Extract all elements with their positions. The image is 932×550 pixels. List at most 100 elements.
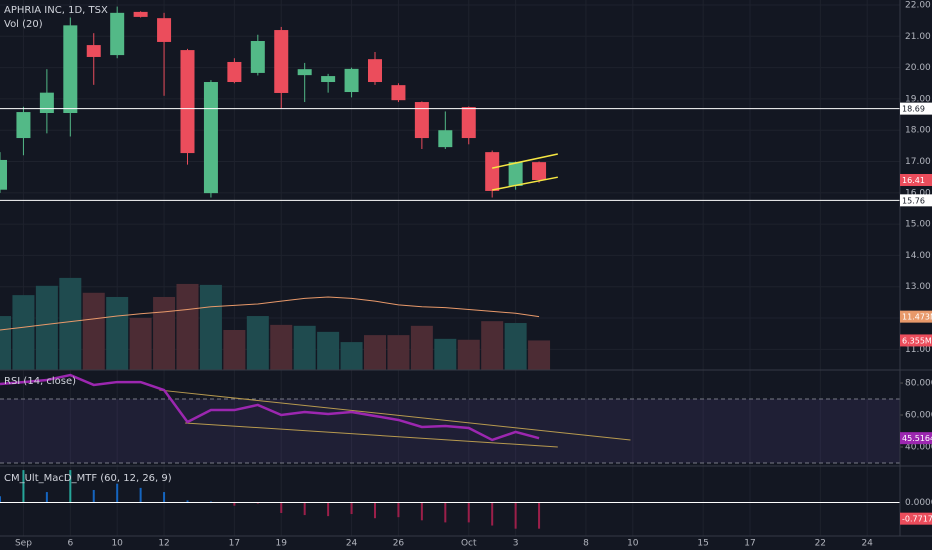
rsi-trendline	[185, 422, 558, 448]
rsi-title: RSI (14, close)	[4, 376, 76, 387]
price-tag	[900, 310, 932, 323]
price-tag	[900, 512, 932, 525]
x-tick-label: 24	[346, 539, 358, 549]
macd-bar	[444, 502, 447, 523]
volume-bar	[481, 321, 504, 370]
volume-bar	[528, 340, 551, 370]
candle-body	[391, 85, 406, 101]
candle-body	[0, 159, 7, 190]
rsi-line	[0, 373, 540, 442]
y-tick-label: 18.00	[905, 126, 931, 136]
y-tick-label: 22.00	[905, 1, 931, 11]
candle-body	[250, 41, 265, 73]
volume-bar	[293, 325, 316, 370]
x-tick-label: Sep	[15, 539, 32, 549]
volume-bar	[340, 342, 363, 370]
price-tag-label: 16.41	[902, 176, 925, 185]
macd-bar	[45, 492, 48, 503]
macd-bar	[163, 492, 166, 503]
macd-bar	[92, 489, 95, 503]
macd-bar	[209, 501, 212, 503]
macd-bar	[0, 496, 1, 503]
volume-bar	[434, 338, 457, 370]
macd-bar	[256, 502, 259, 504]
x-tick-label: 3	[513, 539, 519, 549]
candle-body	[485, 152, 500, 191]
x-tick-label: 6	[67, 539, 73, 549]
candle-body	[180, 50, 195, 154]
price-tag	[900, 194, 932, 207]
volume-bar	[129, 317, 152, 370]
x-tick-label: 26	[393, 539, 405, 549]
y-tick-label: 16.00	[905, 188, 931, 198]
y-tick-label: 17.00	[905, 157, 931, 167]
x-tick-label: 10	[627, 539, 639, 549]
macd-bar	[280, 502, 283, 513]
volume-bar	[0, 316, 11, 370]
macd-bar	[538, 502, 541, 529]
macd-bar	[397, 502, 400, 518]
macd-bar	[69, 470, 72, 503]
volume-bar	[176, 283, 199, 370]
candle-body	[508, 162, 523, 186]
macd-bar	[303, 502, 306, 516]
channel-line	[492, 176, 558, 191]
macd-bar	[186, 500, 189, 503]
candle-body	[414, 102, 429, 139]
candle-body	[203, 82, 218, 194]
x-tick-label: 10	[111, 539, 123, 549]
volume-title: Vol (20)	[4, 19, 43, 30]
volume-bar	[223, 330, 246, 370]
channel-line	[492, 153, 558, 169]
price-tag-label: 11.473M	[902, 313, 932, 322]
price-tag	[900, 432, 932, 445]
macd-bar	[420, 502, 423, 521]
macd-bar	[139, 487, 142, 503]
y-tick-label: 19.00	[905, 94, 931, 104]
x-tick-label: 24	[861, 539, 873, 549]
volume-bar	[504, 323, 527, 370]
candle-body	[39, 92, 54, 114]
x-tick-label: 22	[815, 539, 826, 549]
candle-body	[438, 130, 453, 148]
macd-bar	[233, 502, 236, 506]
macd-bar	[116, 483, 119, 503]
price-tag-label: 15.76	[902, 196, 925, 205]
price-tag	[900, 173, 932, 186]
price-tag-label: 6.355M	[902, 336, 932, 345]
x-tick-label: 8	[583, 539, 589, 549]
volume-bar	[410, 325, 433, 370]
chart-title: APHRIA INC, 1D, TSX	[4, 5, 108, 16]
candle-body	[274, 30, 289, 93]
volume-bar	[457, 339, 480, 370]
volume-bar	[153, 296, 176, 370]
price-tag-label: 45.5164	[902, 434, 932, 443]
candle-body	[110, 12, 125, 56]
y-tick-label: 14.00	[905, 251, 931, 261]
volume-bar	[106, 296, 129, 370]
volume-bar	[387, 335, 410, 370]
volume-ma-line	[0, 296, 540, 331]
price-tag-label: -0.7717	[902, 515, 932, 524]
rsi-band	[0, 399, 900, 463]
volume-bar	[59, 277, 82, 370]
candle-body	[133, 11, 148, 17]
price-tag	[900, 102, 932, 115]
x-tick-label: 17	[744, 539, 755, 549]
y-tick-label: 21.00	[905, 32, 931, 42]
x-tick-label: 17	[229, 539, 240, 549]
price-tag	[900, 334, 932, 347]
y-tick-label: 15.00	[905, 220, 931, 230]
macd-bar	[22, 470, 25, 503]
macd-bar	[350, 502, 353, 515]
price-tag-label: 18.69	[902, 105, 925, 114]
plot-area	[0, 0, 900, 536]
macd-bar	[374, 502, 376, 519]
candle-body	[321, 76, 336, 83]
x-tick-label: 12	[158, 539, 169, 549]
candle-body	[16, 112, 31, 139]
macd-bar	[327, 502, 330, 517]
candle-body	[532, 162, 547, 180]
